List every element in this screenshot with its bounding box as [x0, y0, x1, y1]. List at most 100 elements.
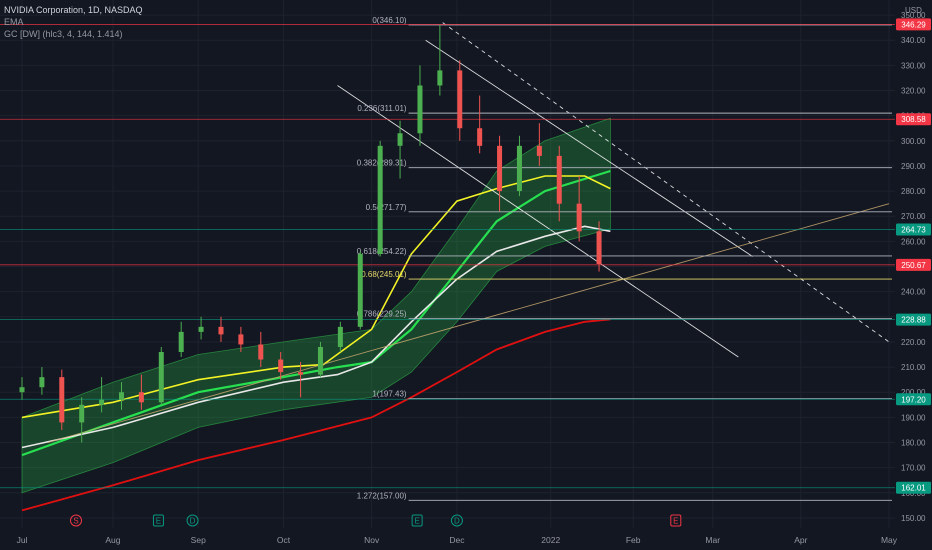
- candle-body: [218, 326, 224, 335]
- price-tick-label: 290.00: [901, 162, 926, 171]
- time-tick-label: Apr: [794, 535, 807, 545]
- ema-legend[interactable]: EMA: [4, 17, 24, 27]
- price-tag-box: [896, 313, 931, 326]
- price-tag-box: [896, 481, 931, 494]
- candle-body: [178, 331, 184, 352]
- candle-body: [198, 326, 204, 332]
- trend-line-channel-lower[interactable]: [337, 85, 739, 358]
- dividend-marker[interactable]: [450, 514, 463, 527]
- price-tag-box: [896, 223, 931, 236]
- fib-label: 0.5(271.77): [366, 203, 407, 212]
- candle-body: [238, 334, 244, 345]
- candle-body: [298, 372, 304, 375]
- candle-body: [477, 128, 483, 146]
- time-tick-label: Dec: [449, 535, 465, 545]
- event-letter: E: [156, 517, 161, 526]
- event-letter: D: [454, 517, 460, 526]
- price-axis-bg: [895, 0, 932, 550]
- trend-lines[interactable]: [47, 22, 890, 443]
- price-tick-label: 340.00: [901, 36, 926, 45]
- candles: [19, 25, 602, 443]
- price-tick-label: 300.00: [901, 137, 926, 146]
- fib-label: 0.68(245.01): [361, 270, 407, 279]
- price-tick-label: 220.00: [901, 338, 926, 347]
- price-tag-label: 250.67: [901, 261, 926, 270]
- event-letter: D: [190, 517, 196, 526]
- price-tags: 346.29 308.58 264.73 250.67 228.88 197.20 162.…: [896, 18, 931, 494]
- time-axis-bg: [0, 528, 932, 550]
- candle-body: [337, 326, 343, 347]
- ema-white-line: [21, 225, 611, 449]
- candle-body: [556, 155, 562, 204]
- fib-label: 0.786(229.25): [357, 310, 407, 319]
- fib-label: 1(197.43): [372, 390, 407, 399]
- time-axis[interactable]: Jul Aug Sep Oct Nov Dec 2022 Feb Mar Apr May: [0, 528, 932, 550]
- ema-red-line: [21, 318, 611, 512]
- candle-body: [99, 399, 105, 405]
- earnings-marker[interactable]: [411, 514, 423, 527]
- price-tick-label: 330.00: [901, 61, 926, 70]
- candle-body: [457, 70, 463, 129]
- time-tick-label: Mar: [705, 535, 720, 545]
- price-tick-label: 240.00: [901, 288, 926, 297]
- candle-body: [258, 344, 264, 360]
- grid: [0, 0, 895, 528]
- price-tag-box: [896, 393, 931, 406]
- candle-body: [138, 392, 144, 403]
- fib-label: 0.236(311.01): [357, 104, 407, 113]
- trend-line-support-tan[interactable]: [47, 203, 890, 443]
- price-tick-label: 180.00: [901, 439, 926, 448]
- candle-body: [417, 85, 423, 134]
- fib-label: 1.272(157.00): [357, 491, 407, 500]
- candle-body: [377, 145, 383, 254]
- time-tick-label: Nov: [364, 535, 380, 545]
- candle-body: [497, 145, 503, 192]
- price-tick-label: 260.00: [901, 237, 926, 246]
- price-tick-label: 350.00: [901, 11, 926, 20]
- currency-label: USD: [905, 6, 922, 15]
- trend-line-channel-upper[interactable]: [425, 39, 753, 257]
- candle-body: [79, 404, 85, 423]
- price-tick-label: 280.00: [901, 187, 926, 196]
- earnings-marker[interactable]: [152, 514, 164, 527]
- price-tag-label: 346.29: [901, 20, 926, 29]
- split-marker[interactable]: [70, 514, 83, 527]
- event-letter: S: [73, 517, 78, 526]
- event-letter: E: [673, 517, 678, 526]
- price-tag-label: 264.73: [901, 225, 926, 234]
- price-tick-label: 320.00: [901, 87, 926, 96]
- trend-line-upper-dashed[interactable]: [442, 22, 890, 343]
- fib-label: 0(346.10): [372, 16, 407, 25]
- price-tag-label: 308.58: [901, 115, 926, 124]
- price-tick-label: 270.00: [901, 212, 926, 221]
- symbol-title[interactable]: NVIDIA Corporation, 1D, NASDAQ: [4, 5, 143, 15]
- dividend-marker[interactable]: [186, 514, 199, 527]
- event-letter: E: [414, 517, 419, 526]
- price-tag-label: 228.88: [901, 316, 926, 325]
- price-tick-label: 150.00: [901, 514, 926, 523]
- price-tag-box: [896, 258, 931, 271]
- candle-body: [39, 377, 45, 388]
- candle-body: [437, 70, 443, 86]
- fib-levels[interactable]: 0(346.10)0.236(311.01)0.382(289.31)0.5(2…: [0, 16, 895, 501]
- earnings-marker[interactable]: [670, 514, 682, 527]
- price-axis[interactable]: 150.00160.00170.00180.00190.00200.00210.…: [895, 0, 932, 550]
- ema-yellow-line: [21, 175, 611, 419]
- time-tick-label: Feb: [626, 535, 641, 545]
- chart-legend: NVIDIA Corporation, 1D, NASDAQ EMA GC [D…: [4, 4, 143, 40]
- gc-legend[interactable]: GC [DW] (hlc3, 4, 144, 1.414): [4, 29, 123, 39]
- price-tag-label: 162.01: [901, 484, 926, 493]
- price-tick-label: 190.00: [901, 413, 926, 422]
- time-tick-label: Oct: [277, 535, 291, 545]
- price-tick-label: 170.00: [901, 464, 926, 473]
- time-tick-label: 2022: [541, 535, 560, 545]
- time-tick-label: Sep: [191, 535, 206, 545]
- time-tick-label: Aug: [105, 535, 120, 545]
- candle-body: [516, 145, 522, 192]
- time-tick-label: May: [881, 535, 898, 545]
- candle-body: [317, 346, 323, 375]
- ema-lines: [21, 175, 611, 512]
